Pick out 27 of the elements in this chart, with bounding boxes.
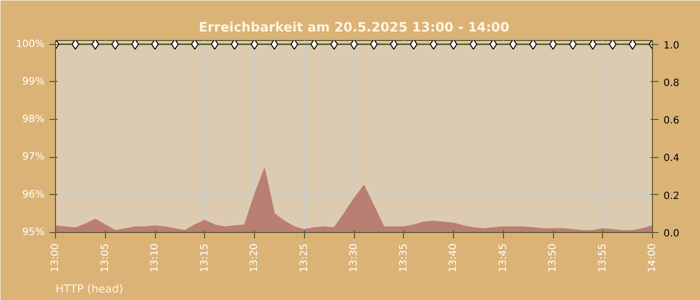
x-tick-label: 13:00 bbox=[50, 243, 61, 272]
y2-tick-label: 0.2 bbox=[664, 190, 680, 202]
x-tick-label: 13:10 bbox=[150, 243, 160, 272]
y-tick-label: 99% bbox=[22, 76, 45, 88]
y-tick-label: 100% bbox=[16, 38, 45, 50]
y-tick-label: 97% bbox=[22, 152, 45, 163]
x-tick-label: 13:05 bbox=[100, 243, 111, 272]
x-tick-label: 13:40 bbox=[448, 243, 459, 272]
x-tick-label: 13:35 bbox=[398, 243, 410, 272]
x-tick-label: 13:55 bbox=[597, 243, 608, 272]
text: HTTP (head) bbox=[56, 282, 124, 296]
x-tick-label: 13:30 bbox=[348, 243, 360, 272]
x-tick-label: 13:20 bbox=[249, 243, 260, 272]
y2-tick-label: 0.0 bbox=[664, 228, 680, 240]
y2-tick-label: 0.4 bbox=[664, 153, 680, 164]
x-tick-label: 13:45 bbox=[498, 243, 509, 272]
y2-tick-label: 0.6 bbox=[664, 116, 680, 127]
y-tick-label: 95% bbox=[22, 227, 45, 238]
y2-tick-label: 0.8 bbox=[664, 78, 680, 89]
x-tick-label: 13:15 bbox=[199, 243, 210, 272]
chart-title: Erreichbarkeit am 20.5.2025 13:00 - 14:00 bbox=[198, 20, 510, 36]
y2-tick-label: 1.0 bbox=[664, 40, 680, 52]
x-tick-label: 13:50 bbox=[548, 243, 558, 272]
x-tick-label: 14:00 bbox=[647, 243, 658, 272]
y-tick-label: 98% bbox=[22, 114, 45, 126]
x-tick-label: 13:25 bbox=[298, 243, 310, 272]
y-tick-label: 96% bbox=[22, 189, 45, 200]
